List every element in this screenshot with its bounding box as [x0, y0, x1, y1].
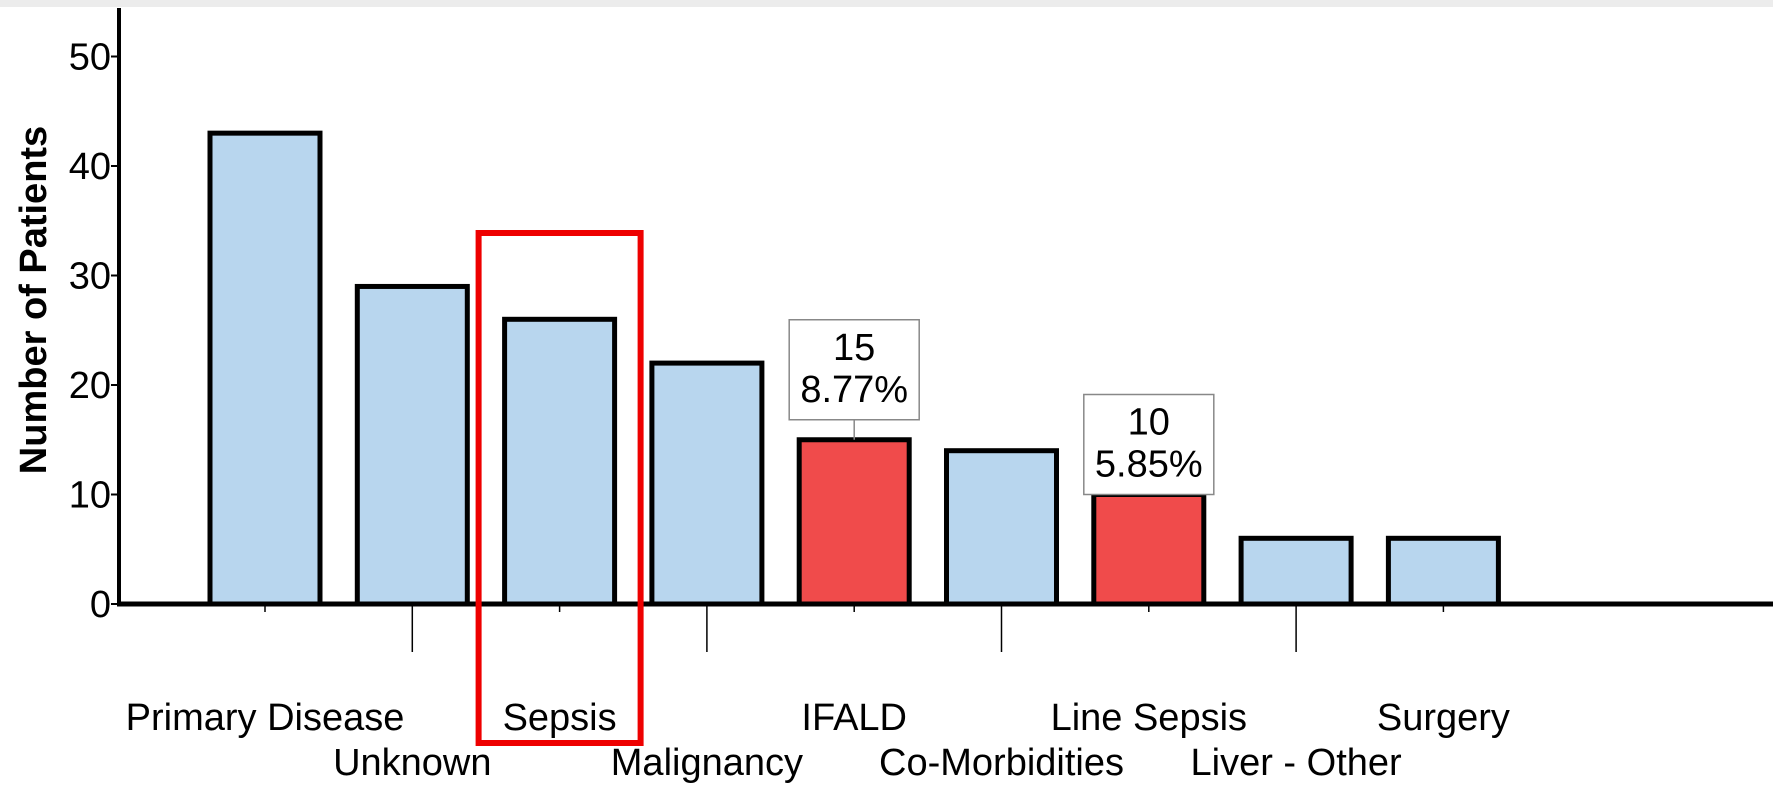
x-tick-label: Malignancy: [611, 742, 803, 784]
x-tick-label: Primary Disease: [126, 697, 405, 739]
axes-layer: [111, 8, 1773, 652]
bars-layer: [207, 130, 1501, 607]
y-tick-label: 10: [69, 475, 111, 517]
x-tick-label: IFALD: [801, 697, 907, 739]
x-tick-label: Liver - Other: [1191, 742, 1403, 784]
x-tick-label: Surgery: [1377, 697, 1510, 739]
y-tick-label: 30: [69, 256, 111, 298]
annotation-text: 10: [1128, 402, 1170, 444]
top-bar: [0, 0, 1773, 7]
bar-sepsis: [502, 316, 618, 607]
x-tick-label: Sepsis: [503, 697, 617, 739]
x-tick-label: Line Sepsis: [1051, 697, 1247, 739]
annotation-text: 5.85%: [1095, 444, 1203, 486]
bar-ifald: [796, 437, 912, 607]
bar-malignancy: [649, 360, 765, 607]
x-tick-label: Unknown: [333, 742, 491, 784]
bar-surgery: [1385, 535, 1501, 607]
bar-primary-disease: [207, 130, 323, 607]
emphasis-box: [475, 230, 644, 746]
annotation-text: 15: [833, 327, 875, 369]
annotations-layer: 158.77% 105.85%: [475, 230, 1215, 746]
y-tick-label: 50: [69, 37, 111, 79]
y-tick-label: 20: [69, 365, 111, 407]
annotation-box: [1083, 393, 1215, 496]
y-tick-label: 40: [69, 146, 111, 188]
y-tick-label: 0: [90, 584, 111, 626]
annotation-text: 8.77%: [800, 369, 908, 411]
y-axis-title: Number of Patients: [13, 126, 55, 474]
bar-co-morbidities: [944, 448, 1059, 607]
annotation-box: [788, 319, 920, 421]
x-tick-label: Co-Morbidities: [879, 742, 1124, 784]
bar-unknown: [354, 283, 470, 607]
bar-liver-other: [1238, 535, 1354, 607]
bar-line-sepsis: [1091, 492, 1207, 607]
